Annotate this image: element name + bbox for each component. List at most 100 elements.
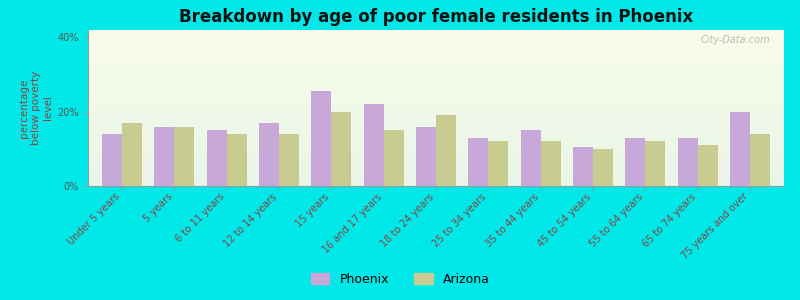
Bar bbox=[88, 130, 784, 131]
Bar bbox=[88, 36, 784, 38]
Bar bbox=[88, 116, 784, 117]
Bar bbox=[88, 155, 784, 156]
Bar bbox=[88, 52, 784, 53]
Bar bbox=[88, 47, 784, 49]
Bar bbox=[88, 147, 784, 148]
Bar bbox=[88, 53, 784, 55]
Bar bbox=[88, 80, 784, 82]
Bar bbox=[88, 64, 784, 66]
Bar bbox=[88, 111, 784, 113]
Bar bbox=[88, 38, 784, 39]
Bar bbox=[88, 44, 784, 46]
Bar bbox=[88, 180, 784, 181]
Bar bbox=[88, 122, 784, 124]
Bar bbox=[88, 75, 784, 77]
Bar bbox=[626, 138, 646, 186]
Bar bbox=[646, 141, 666, 186]
Bar bbox=[593, 149, 613, 186]
Bar bbox=[88, 50, 784, 52]
Bar bbox=[122, 123, 142, 186]
Bar bbox=[88, 156, 784, 158]
Bar bbox=[88, 68, 784, 69]
Bar bbox=[88, 117, 784, 119]
Bar bbox=[88, 60, 784, 61]
Bar bbox=[88, 103, 784, 105]
Bar bbox=[88, 121, 784, 122]
Bar bbox=[206, 130, 226, 186]
Bar bbox=[88, 106, 784, 108]
Bar bbox=[88, 175, 784, 177]
Bar bbox=[88, 166, 784, 167]
Bar bbox=[88, 141, 784, 142]
Bar bbox=[311, 91, 331, 186]
Bar bbox=[88, 170, 784, 172]
Bar bbox=[88, 100, 784, 102]
Bar bbox=[88, 150, 784, 152]
Bar bbox=[88, 131, 784, 133]
Bar bbox=[88, 85, 784, 86]
Bar bbox=[88, 163, 784, 164]
Bar bbox=[154, 127, 174, 186]
Bar bbox=[88, 158, 784, 160]
Bar bbox=[88, 136, 784, 138]
Bar bbox=[88, 66, 784, 68]
Bar bbox=[88, 32, 784, 33]
Bar bbox=[174, 127, 194, 186]
Bar bbox=[88, 164, 784, 166]
Bar bbox=[279, 134, 299, 186]
Bar bbox=[88, 153, 784, 155]
Bar bbox=[469, 138, 488, 186]
Bar bbox=[384, 130, 403, 186]
Bar bbox=[88, 78, 784, 80]
Bar bbox=[88, 74, 784, 75]
Bar bbox=[88, 69, 784, 70]
Bar bbox=[88, 127, 784, 128]
Y-axis label: percentage
below poverty
level: percentage below poverty level bbox=[18, 71, 54, 145]
Bar bbox=[88, 110, 784, 111]
Bar bbox=[88, 128, 784, 130]
Bar bbox=[488, 141, 508, 186]
Bar bbox=[88, 124, 784, 125]
Bar bbox=[88, 133, 784, 134]
Bar bbox=[88, 49, 784, 50]
Bar bbox=[364, 104, 384, 186]
Bar bbox=[88, 113, 784, 114]
Bar bbox=[88, 83, 784, 85]
Bar bbox=[88, 35, 784, 36]
Bar bbox=[88, 43, 784, 44]
Bar bbox=[88, 125, 784, 127]
Bar bbox=[88, 102, 784, 103]
Bar bbox=[88, 95, 784, 97]
Bar bbox=[88, 134, 784, 136]
Bar bbox=[88, 94, 784, 95]
Bar bbox=[521, 130, 541, 186]
Bar bbox=[88, 172, 784, 173]
Bar bbox=[88, 77, 784, 78]
Bar bbox=[88, 56, 784, 58]
Bar bbox=[88, 167, 784, 169]
Bar bbox=[88, 30, 784, 31]
Bar bbox=[88, 169, 784, 170]
Bar bbox=[88, 142, 784, 144]
Bar bbox=[88, 63, 784, 64]
Bar bbox=[88, 39, 784, 41]
Bar bbox=[88, 89, 784, 91]
Bar bbox=[88, 70, 784, 72]
Bar bbox=[88, 88, 784, 89]
Bar bbox=[88, 41, 784, 43]
Bar bbox=[226, 134, 246, 186]
Bar bbox=[88, 55, 784, 56]
Bar bbox=[698, 145, 718, 186]
Bar bbox=[259, 123, 279, 186]
Legend: Phoenix, Arizona: Phoenix, Arizona bbox=[306, 268, 494, 291]
Bar bbox=[88, 160, 784, 161]
Bar bbox=[88, 97, 784, 99]
Bar bbox=[730, 112, 750, 186]
Bar bbox=[88, 184, 784, 186]
Bar bbox=[541, 141, 561, 186]
Bar bbox=[436, 116, 456, 186]
Bar bbox=[88, 33, 784, 35]
Bar bbox=[88, 46, 784, 47]
Bar bbox=[573, 147, 593, 186]
Bar bbox=[750, 134, 770, 186]
